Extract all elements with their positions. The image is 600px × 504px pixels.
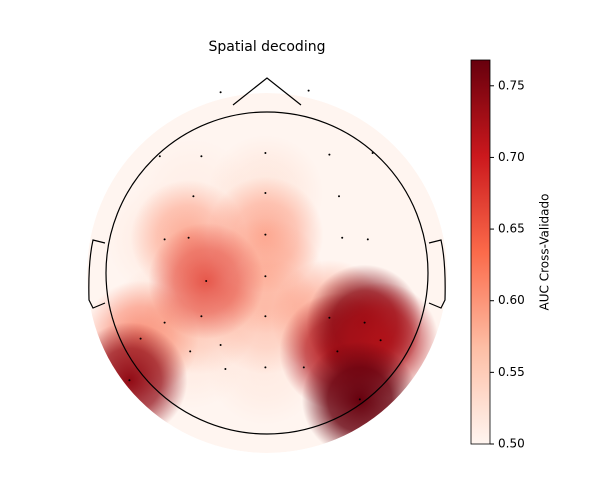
chart-title: Spatial decoding [209, 39, 326, 55]
sensor [302, 366, 305, 369]
sensor [264, 152, 267, 154]
head-outline [88, 77, 446, 435]
colorbar-label: AUC Cross-Validado [538, 194, 552, 311]
sensor [158, 155, 161, 158]
sensor [336, 350, 339, 353]
sensor [205, 280, 208, 282]
sensor [338, 195, 340, 198]
sensor [379, 339, 382, 342]
sensor [264, 275, 267, 278]
sensor [264, 366, 267, 369]
sensor [200, 315, 203, 318]
sensor [219, 344, 222, 346]
sensor [264, 233, 267, 236]
sensor [307, 89, 310, 92]
sensor [264, 192, 267, 194]
colorbar-tick-label: 0.65 [498, 222, 525, 236]
colorbar-tick-label: 0.70 [498, 150, 525, 164]
sensor [264, 315, 267, 318]
sensor [219, 91, 222, 94]
sensor [366, 238, 369, 241]
sensor [358, 398, 361, 401]
sensor [371, 152, 374, 154]
sensor [192, 195, 195, 198]
sensor [363, 321, 366, 324]
colorbar-tick-label: 0.50 [498, 437, 525, 451]
sensor [328, 153, 331, 156]
sensor [341, 236, 344, 239]
colorbar-tick-label: 0.75 [498, 78, 525, 92]
sensor [200, 155, 203, 158]
topomap-field [87, 93, 447, 453]
sensor [224, 368, 227, 370]
colorbar [470, 59, 491, 445]
sensor [139, 337, 142, 340]
sensor [189, 350, 192, 353]
colorbar-tick-label: 0.60 [498, 293, 525, 307]
sensor [187, 236, 190, 239]
sensor [163, 321, 166, 324]
sensor [163, 238, 166, 241]
sensors [128, 89, 382, 401]
sensor [128, 379, 131, 382]
sensor [328, 316, 331, 319]
colorbar-tick-label: 0.55 [498, 365, 525, 379]
